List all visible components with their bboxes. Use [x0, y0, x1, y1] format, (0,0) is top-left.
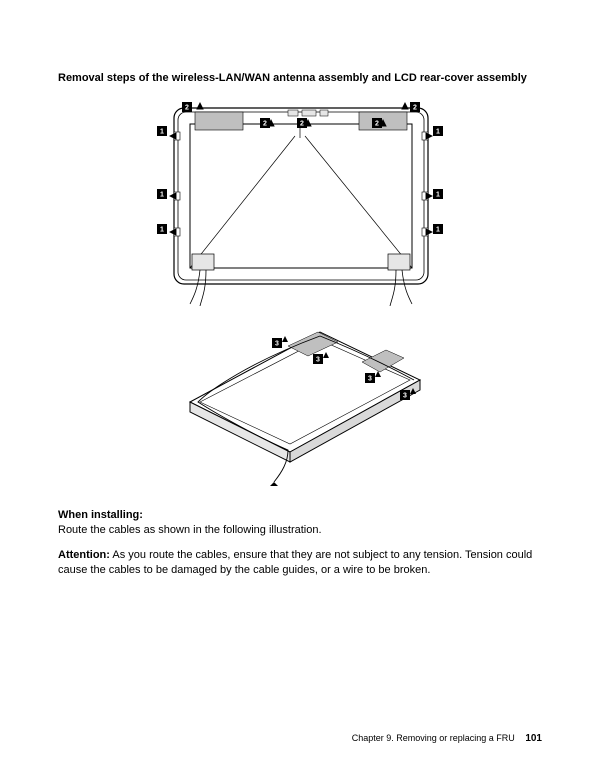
attention-lead: Attention:	[58, 549, 110, 561]
attention-body: As you route the cables, ensure that the…	[58, 549, 532, 576]
callout-1: 1	[436, 192, 440, 199]
callout-1: 1	[160, 227, 164, 234]
footer-chapter: Chapter 9. Removing or replacing a FRU	[352, 733, 515, 743]
installing-body: Route the cables as shown in the followi…	[58, 524, 322, 536]
callout-3: 3	[316, 357, 320, 364]
figure-2-wrap: 3 3 3 3	[58, 322, 542, 492]
callout-2: 2	[300, 121, 304, 128]
footer-page-number: 101	[525, 733, 542, 744]
callout-1: 1	[160, 192, 164, 199]
callout-2: 2	[263, 121, 267, 128]
installing-lead: When installing:	[58, 509, 143, 521]
callout-1: 1	[436, 129, 440, 136]
callout-1: 1	[160, 129, 164, 136]
attention-block: Attention: As you route the cables, ensu…	[58, 548, 542, 578]
callout-2: 2	[185, 105, 189, 112]
page-footer: Chapter 9. Removing or replacing a FRU 1…	[352, 733, 542, 744]
callout-3: 3	[403, 393, 407, 400]
callout-1: 1	[436, 227, 440, 234]
installing-block: When installing: Route the cables as sho…	[58, 508, 542, 538]
callout-2: 2	[375, 121, 379, 128]
section-heading: Removal steps of the wireless-LAN/WAN an…	[58, 72, 542, 84]
callout-3: 3	[275, 341, 279, 348]
callout-3: 3	[368, 376, 372, 383]
figure-2-diagram: 3 3 3 3	[170, 322, 430, 492]
figure-1-diagram: 2 2 2 2 2 1 1 1 1 1 1	[140, 96, 460, 306]
figure-1-wrap: 2 2 2 2 2 1 1 1 1 1 1	[58, 96, 542, 306]
callout-2: 2	[413, 105, 417, 112]
